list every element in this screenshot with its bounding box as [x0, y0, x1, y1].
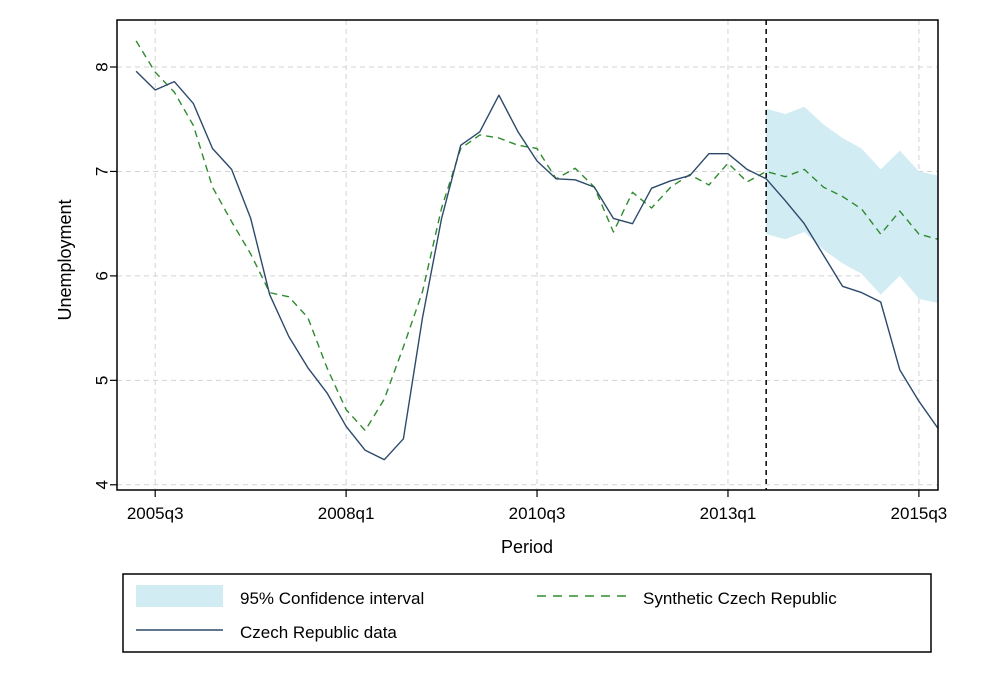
legend-label-synthetic: Synthetic Czech Republic [643, 589, 837, 608]
axis-layer: 4 5 6 7 8 2005q3 2008q1 2010q3 2013q1 2015q3 [92, 62, 947, 523]
grid-layer [117, 20, 938, 490]
series-line-synthetic-czech-republic [135, 40, 939, 432]
legend-swatch-ci [136, 585, 223, 607]
y-tick-label: 8 [92, 62, 111, 71]
x-axis-title: Period [501, 537, 553, 557]
legend: 95% Confidence interval Synthetic Czech … [122, 573, 932, 653]
y-tick-label: 5 [92, 376, 111, 385]
x-tick-label: 2008q1 [318, 504, 375, 523]
confidence-band-layer [766, 106, 938, 303]
x-tick-label: 2010q3 [509, 504, 566, 523]
plot-frame [116, 19, 939, 491]
y-tick-label: 6 [92, 271, 111, 280]
x-tick-label: 2015q3 [891, 504, 948, 523]
legend-label-actual: Czech Republic data [240, 623, 397, 642]
legend-box [122, 573, 932, 653]
y-axis-title: Unemployment [55, 199, 75, 320]
legend-label-ci: 95% Confidence interval [240, 589, 424, 608]
y-tick-label: 7 [92, 167, 111, 176]
x-tick-label: 2005q3 [127, 504, 184, 523]
confidence-band [766, 106, 938, 303]
series-line-czech-republic-data [135, 70, 939, 461]
x-tick-label: 2013q1 [700, 504, 757, 523]
y-tick-label: 4 [92, 480, 111, 489]
series-layer [135, 40, 939, 461]
